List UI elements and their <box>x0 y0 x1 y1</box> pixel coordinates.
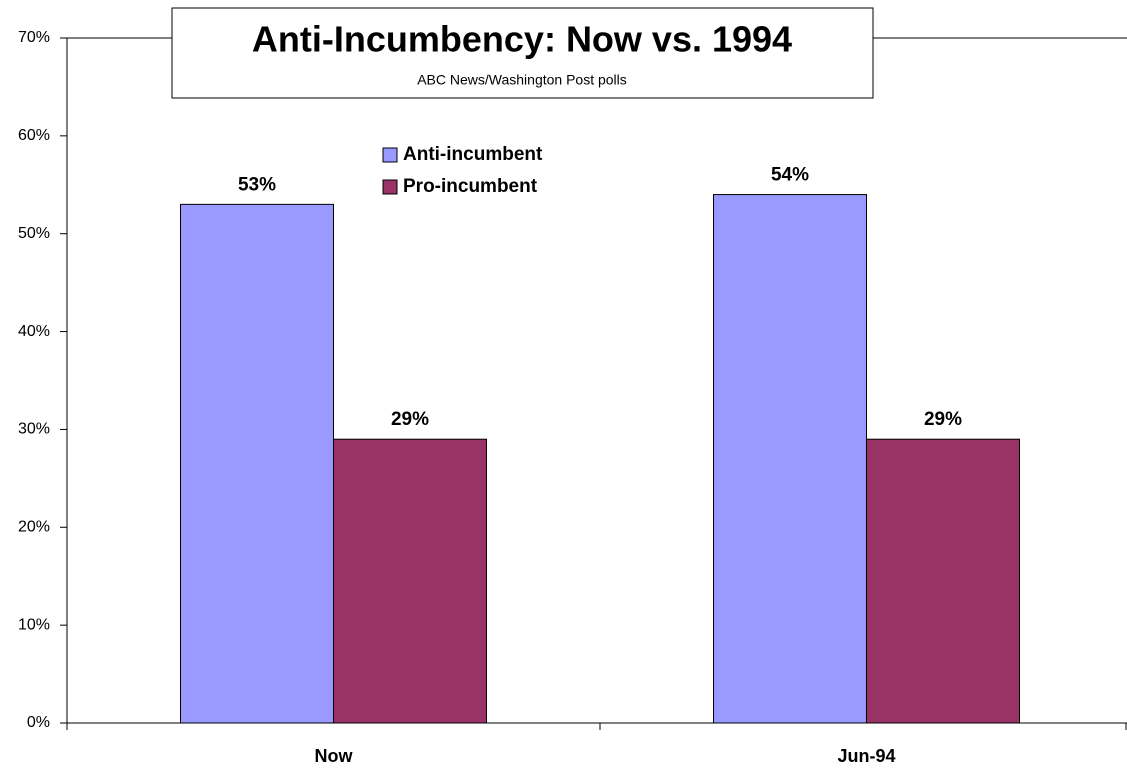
y-tick-label: 10% <box>18 616 50 633</box>
legend-swatch <box>382 147 398 163</box>
bar <box>713 194 867 724</box>
y-tick-label: 30% <box>18 421 50 438</box>
x-tick-label: Now <box>315 746 354 766</box>
y-tick-label: 60% <box>18 127 50 144</box>
chart-title: Anti-Incumbency: Now vs. 1994 <box>252 19 792 60</box>
y-tick-label: 0% <box>27 714 50 731</box>
y-tick-label: 20% <box>18 519 50 536</box>
legend: Anti-incumbent Pro-incumbent <box>382 144 543 197</box>
chart-subtitle: ABC News/Washington Post polls <box>417 72 627 88</box>
bar <box>180 203 334 724</box>
plot-area: 0% 10% 20% 30% 40% 50% 60% 70% Now 53% 29% Jun-94 54… <box>18 29 1127 766</box>
data-label: 54% <box>771 165 809 186</box>
bar <box>333 438 487 724</box>
title-box <box>171 7 874 99</box>
data-label: 29% <box>391 409 429 430</box>
y-tick-label: 70% <box>18 29 50 46</box>
y-tick-label: 50% <box>18 225 50 242</box>
legend-label: Anti-incumbent <box>403 144 543 165</box>
y-tick-label: 40% <box>18 323 50 340</box>
x-tick-label: Jun-94 <box>837 746 895 766</box>
bar <box>866 438 1020 724</box>
legend-swatch <box>382 179 398 195</box>
data-label: 29% <box>924 409 962 430</box>
legend-label: Pro-incumbent <box>403 176 538 197</box>
data-label: 53% <box>238 174 276 195</box>
